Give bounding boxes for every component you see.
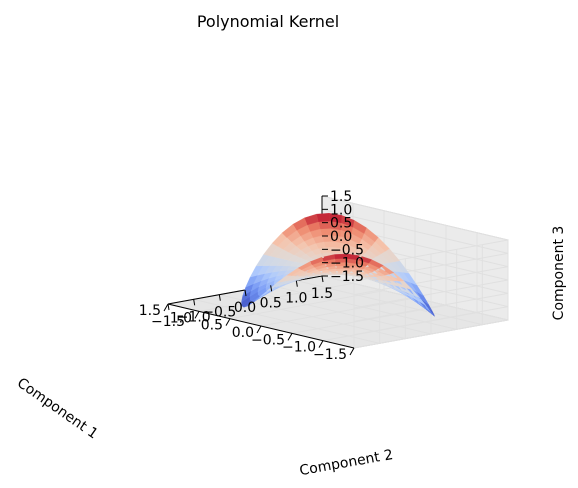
y-tick-label: −1.5 <box>151 314 185 330</box>
y-tick-mark <box>244 289 247 297</box>
x-tick-label: 0.0 <box>232 325 254 341</box>
y-tick-label: 0.5 <box>260 295 282 311</box>
x-tick-label: 0.5 <box>201 318 223 334</box>
y-tick-label: −0.5 <box>202 305 236 321</box>
x-tick-mark <box>225 318 231 326</box>
z-tick-label: 0.0 <box>330 229 352 245</box>
x-tick-mark <box>163 303 169 312</box>
x-tick-mark <box>349 347 355 356</box>
x-tick-mark <box>318 340 324 348</box>
back-grid-z <box>353 306 509 336</box>
x-tick-label: −0.5 <box>251 332 285 348</box>
tick-labels: −1.5−1.0−0.50.00.51.01.5−1.5−1.0−0.50.0 0… <box>139 189 364 363</box>
y-tick-label: 1.5 <box>311 286 333 302</box>
x-tick-mark <box>194 311 200 319</box>
y-tick-label: −1.0 <box>177 309 211 325</box>
surface-patch <box>316 213 330 222</box>
y-tick-mark <box>321 275 324 283</box>
x-tick-label: −1.0 <box>282 340 316 356</box>
x-tick-label: 1.5 <box>139 303 161 319</box>
y-tick-label: 0.0 <box>234 300 256 316</box>
surface-patch <box>281 224 297 238</box>
y-tick-mark <box>218 294 221 301</box>
y-tick-mark <box>167 303 170 311</box>
x-axis-label: Component 1 <box>14 375 101 442</box>
z-tick-label: 1.0 <box>330 202 352 218</box>
back-grid-z <box>353 266 509 296</box>
y-tick-mark <box>270 285 273 292</box>
y-axis-label: Component 2 <box>298 447 394 479</box>
z-tick-label: 1.5 <box>330 189 352 205</box>
x-tick-mark <box>256 325 262 334</box>
z-tick-label: −1.5 <box>330 269 364 285</box>
back-grid-z <box>353 319 509 349</box>
z-tick-label: −0.5 <box>330 242 364 258</box>
floor-grid-y <box>193 298 380 344</box>
chart-title: Polynomial Kernel <box>197 12 339 31</box>
surface-plot <box>241 213 435 317</box>
back-grid-z <box>353 292 509 322</box>
y-tick-mark <box>295 280 298 287</box>
x-tick-mark <box>287 333 293 341</box>
x-tick-label: 1.0 <box>170 310 192 326</box>
y-tick-label: 1.0 <box>285 291 307 307</box>
z-tick-label: 0.5 <box>330 216 352 232</box>
y-tick-mark <box>193 299 196 306</box>
x-tick-label: −1.5 <box>313 347 347 363</box>
z-axis-label: Component 3 <box>551 226 567 321</box>
z-tick-label: −1.0 <box>330 256 364 272</box>
back-grid-z <box>353 279 509 309</box>
side-grid-z <box>321 195 509 241</box>
